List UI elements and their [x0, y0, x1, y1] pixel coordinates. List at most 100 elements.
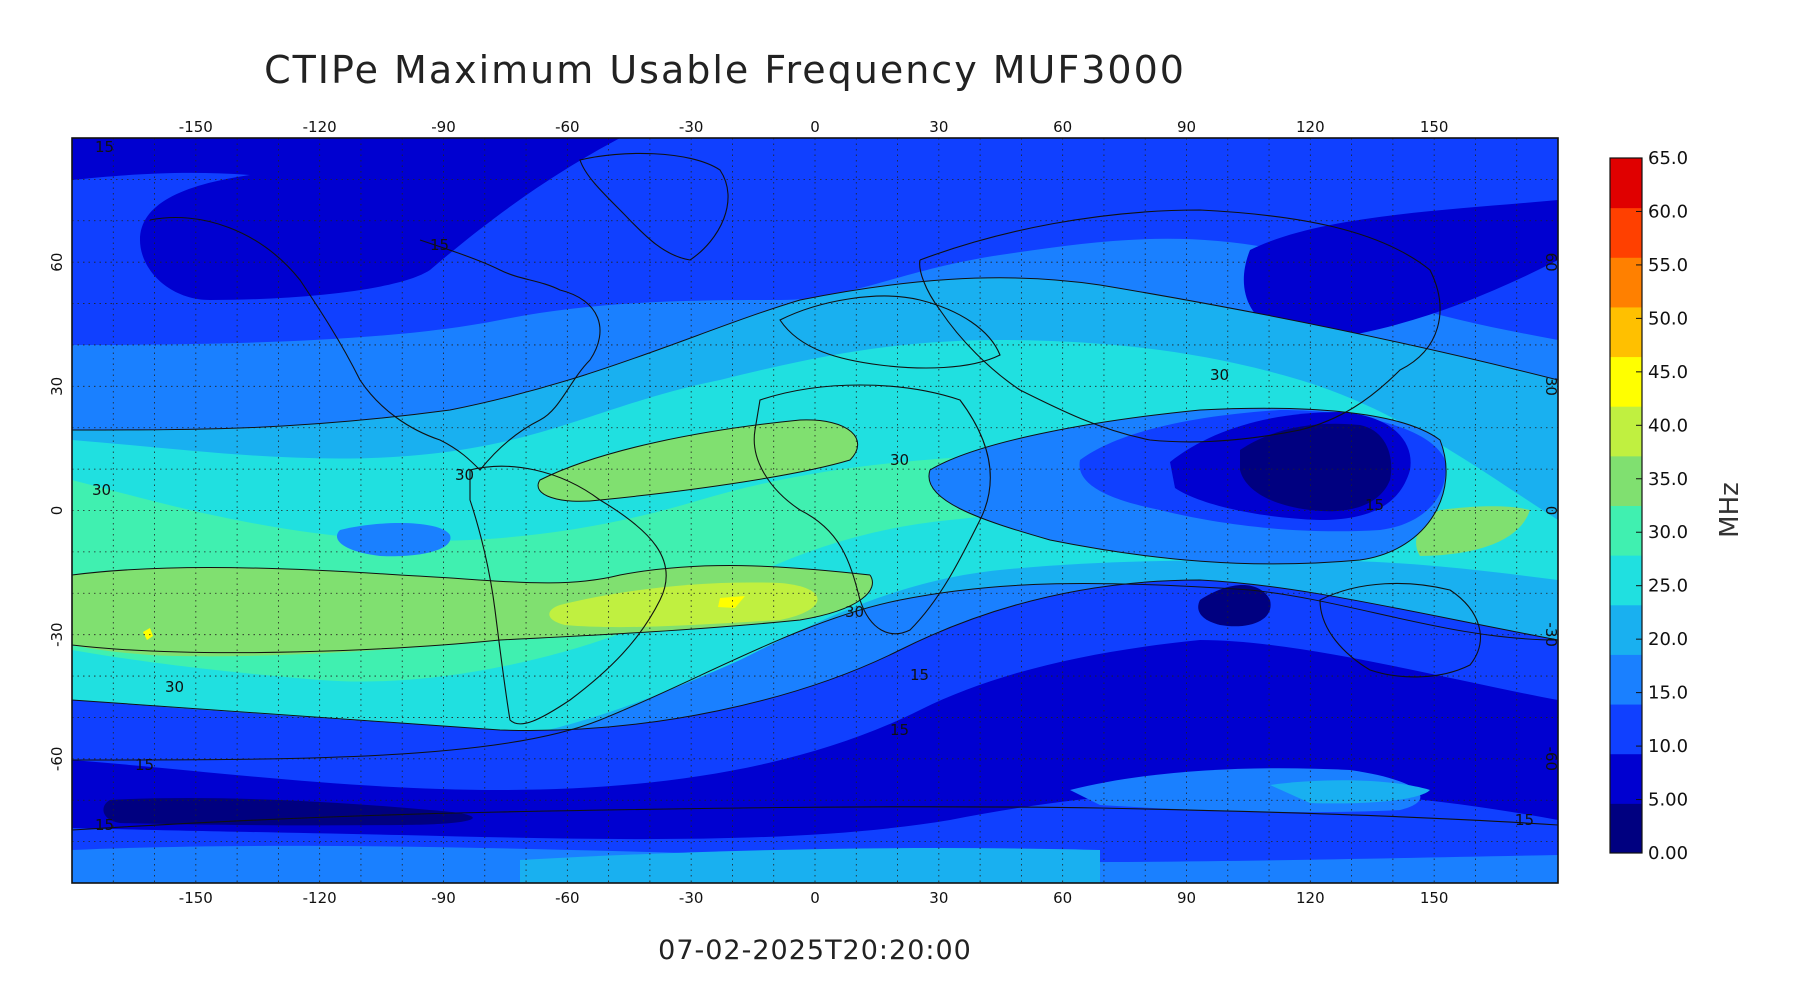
lat-tick-label: 30 — [1542, 377, 1560, 396]
coastline-australia — [1319, 582, 1481, 678]
colorbar-segment — [1610, 505, 1642, 556]
coastline-europe — [779, 295, 1001, 369]
contour-region — [1270, 780, 1430, 804]
colorbar-unit-label: MHz — [1715, 482, 1745, 538]
lon-tick-label: 60 — [1053, 889, 1072, 907]
lat-tick-label: -60 — [1542, 747, 1560, 772]
coastline-asia — [919, 209, 1441, 443]
lon-tick-label: 90 — [1177, 889, 1196, 907]
contour-line — [537, 419, 859, 502]
contour-label: 15 — [95, 138, 114, 156]
coastline-north-america — [149, 217, 601, 471]
contour-line — [71, 565, 871, 584]
colorbar-tick-label: 55.0 — [1648, 255, 1688, 276]
coastline-greenland — [579, 152, 729, 261]
colorbar-tick-label: 20.0 — [1648, 629, 1688, 650]
contour-region — [1416, 506, 1530, 556]
contour-label: 30 — [165, 678, 184, 696]
lon-tick-label: -90 — [431, 889, 456, 907]
lon-tick-label: 0 — [810, 118, 820, 136]
colorbar-segment — [1610, 257, 1642, 308]
lon-tick-label: -30 — [679, 118, 704, 136]
colorbar-tick-label: 5.00 — [1648, 790, 1688, 811]
colorbar-segments — [1610, 158, 1642, 854]
colorbar-tick-label: 15.0 — [1648, 683, 1688, 704]
lon-tick-label: 0 — [810, 889, 820, 907]
colorbar-tick-label: 10.0 — [1648, 736, 1688, 757]
contour-region — [520, 848, 1100, 883]
contour-labels: 15 15 30 30 30 30 30 15 15 15 15 15 30 1… — [92, 138, 1534, 834]
colorbar-segment — [1610, 753, 1642, 804]
colorbar-segment — [1610, 306, 1642, 358]
contour-region — [538, 419, 858, 502]
lon-tick-label: 120 — [1296, 889, 1325, 907]
contour-line — [928, 407, 1447, 565]
contour-region — [72, 138, 620, 300]
lon-tick-label: 30 — [929, 118, 948, 136]
lat-tick-label: -30 — [48, 622, 66, 647]
contour-label: 15 — [1365, 496, 1384, 514]
lat-tick-label: -60 — [48, 747, 66, 772]
latitude-ticks-left: 60 30 0 -30 -60 — [48, 253, 66, 771]
contour-label: 15 — [890, 721, 909, 739]
contour-label: 15 — [95, 816, 114, 834]
lon-tick-label: 60 — [1053, 118, 1072, 136]
coastline-africa — [753, 384, 991, 635]
colorbar-segment — [1610, 356, 1642, 407]
contour-line — [71, 579, 1559, 731]
colorbar-tick-label: 25.0 — [1648, 576, 1688, 597]
contour-line — [71, 277, 1559, 431]
colorbar-tick-label: 30.0 — [1648, 522, 1688, 543]
lon-tick-label: -150 — [179, 889, 213, 907]
lon-tick-label: -120 — [303, 118, 337, 136]
lat-tick-label: 60 — [48, 253, 66, 272]
contour-label: 15 — [135, 756, 154, 774]
colorbar-segment — [1610, 406, 1642, 457]
contour-region — [549, 582, 818, 628]
latitude-ticks-right: 60 30 0 -30 -60 — [1542, 253, 1560, 771]
lat-tick-label: 0 — [48, 506, 66, 516]
contour-label: 30 — [845, 603, 864, 621]
lon-tick-label: -60 — [555, 118, 580, 136]
contour-label: 15 — [430, 236, 449, 254]
colorbar-tick-label: 40.0 — [1648, 415, 1688, 436]
colorbar-segment — [1610, 207, 1642, 258]
lat-tick-label: 30 — [48, 377, 66, 396]
timestamp: 07-02-2025T20:20:00 — [658, 935, 972, 966]
lon-tick-label: -90 — [431, 118, 456, 136]
contour-region — [1243, 200, 1558, 340]
lon-tick-label: -60 — [555, 889, 580, 907]
plot-frame — [71, 137, 1559, 884]
contour-lines — [71, 277, 1559, 761]
colorbar-tick-label: 60.0 — [1648, 201, 1688, 222]
lon-tick-label: -120 — [303, 889, 337, 907]
contour-line — [71, 574, 873, 654]
colorbar: 65.0 60.0 55.0 50.0 45.0 40.0 35.0 30.0 25.0 20.0… — [1609, 148, 1688, 864]
lon-tick-label: -30 — [679, 889, 704, 907]
chart-title: CTIPe Maximum Usable Frequency MUF3000 — [264, 48, 1186, 92]
contour-label: 15 — [910, 666, 929, 684]
colorbar-tick-label: 0.00 — [1648, 843, 1688, 864]
contour-label: 15 — [1515, 811, 1534, 829]
colorbar-segment — [1610, 604, 1642, 655]
contour-label: 30 — [890, 451, 909, 469]
colorbar-segment — [1610, 803, 1642, 854]
contour-label: 30 — [455, 466, 474, 484]
lon-tick-label: 90 — [1177, 118, 1196, 136]
contour-region — [1240, 423, 1392, 512]
contour-label: 30 — [1210, 366, 1229, 384]
contour-region — [143, 628, 153, 640]
colorbar-ticks: 65.0 60.0 55.0 50.0 45.0 40.0 35.0 30.0 25.0 20.0… — [1636, 148, 1688, 864]
colorbar-tick-label: 50.0 — [1648, 308, 1688, 329]
colorbar-tick-label: 45.0 — [1648, 362, 1688, 383]
contour-region — [336, 523, 451, 557]
colorbar-segment — [1610, 654, 1642, 705]
lon-tick-label: 150 — [1420, 889, 1449, 907]
lon-tick-label: -150 — [179, 118, 213, 136]
colorbar-segment — [1610, 455, 1642, 506]
longitude-ticks-bottom: -150 -120 -90 -60 -30 0 30 60 90 120 150 — [179, 889, 1449, 907]
contour-region — [1198, 585, 1271, 627]
colorbar-frame — [1609, 157, 1643, 854]
lat-tick-label: 0 — [1542, 506, 1560, 516]
